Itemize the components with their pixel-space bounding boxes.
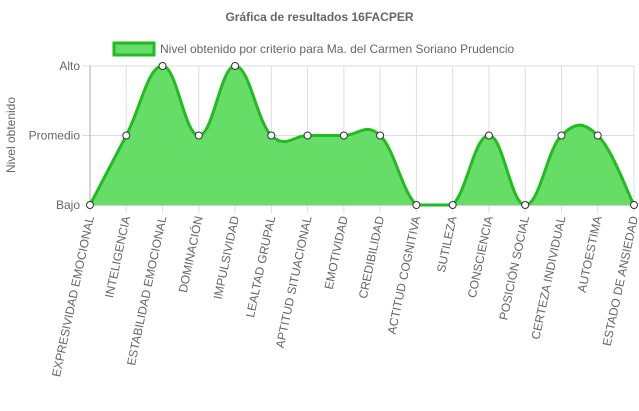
- y-axis-title: Nivel obtenido: [4, 97, 18, 173]
- data-point[interactable]: [194, 131, 203, 140]
- x-tick-label: EXPRESIVIDAD EMOCIONAL: [49, 214, 97, 378]
- series-line: [88, 64, 636, 207]
- data-point[interactable]: [339, 131, 348, 140]
- legend[interactable]: Nivel obtenido por criterio para Ma. del…: [112, 41, 515, 57]
- y-tick-labels: Bajo Promedio Alto: [29, 59, 81, 212]
- x-tick-label: IMPULSIVIDAD: [211, 214, 242, 300]
- data-point[interactable]: [521, 201, 530, 209]
- x-tick-label: ESTADO DE ANSIEDAD: [600, 214, 639, 347]
- data-point[interactable]: [484, 131, 493, 140]
- x-tick-label: LEALTAD GRUPAL: [243, 214, 278, 318]
- x-tick-label: ACTITUD COGNITIVA: [385, 215, 424, 336]
- x-tick-label: CONSCIENCIA: [465, 215, 496, 299]
- x-tick-labels: EXPRESIVIDAD EMOCIONAL INTELIGENCIAESTABI…: [49, 214, 639, 378]
- x-tick-label: POSICIÓN SOCIAL: [495, 214, 532, 321]
- data-point[interactable]: [412, 201, 421, 209]
- data-point[interactable]: [593, 131, 602, 140]
- y-tick-label: Bajo: [56, 198, 80, 212]
- data-point[interactable]: [86, 201, 94, 209]
- x-tick-label: AUTOESTIMA: [575, 215, 605, 294]
- data-point[interactable]: [448, 201, 457, 209]
- data-point[interactable]: [630, 201, 638, 209]
- x-tick-label: DOMINACIÓN: [175, 215, 206, 294]
- x-tick-label: APTITUD SITUACIONAL: [273, 214, 315, 349]
- series-area: [88, 64, 636, 207]
- data-point[interactable]: [158, 62, 167, 70]
- data-point[interactable]: [267, 131, 276, 140]
- data-point[interactable]: [303, 131, 312, 140]
- data-point[interactable]: [557, 131, 566, 140]
- legend-swatch: [112, 41, 156, 57]
- x-tick-label: CREDIBILIDAD: [356, 214, 387, 299]
- data-points[interactable]: [86, 62, 638, 209]
- legend-label: Nivel obtenido por criterio para Ma. del…: [160, 42, 515, 56]
- x-tick-label: EMOTIVIDAD: [322, 214, 351, 290]
- data-point[interactable]: [231, 62, 240, 70]
- y-tick-label: Promedio: [29, 129, 81, 143]
- x-tick-label: CERTEZA INDIVIDUAL: [529, 214, 569, 340]
- series-fill: [90, 66, 634, 205]
- y-tick-label: Alto: [59, 59, 80, 73]
- data-point[interactable]: [376, 131, 385, 140]
- x-tick-label: ESTABILIDAD EMOCIONAL: [124, 214, 169, 366]
- chart-title: Gráfica de resultados 16FACPER: [225, 10, 413, 24]
- x-tick-label: SUTILEZA: [434, 215, 460, 274]
- data-point[interactable]: [122, 131, 131, 140]
- x-tick-label: INTELIGENCIA: [102, 215, 133, 299]
